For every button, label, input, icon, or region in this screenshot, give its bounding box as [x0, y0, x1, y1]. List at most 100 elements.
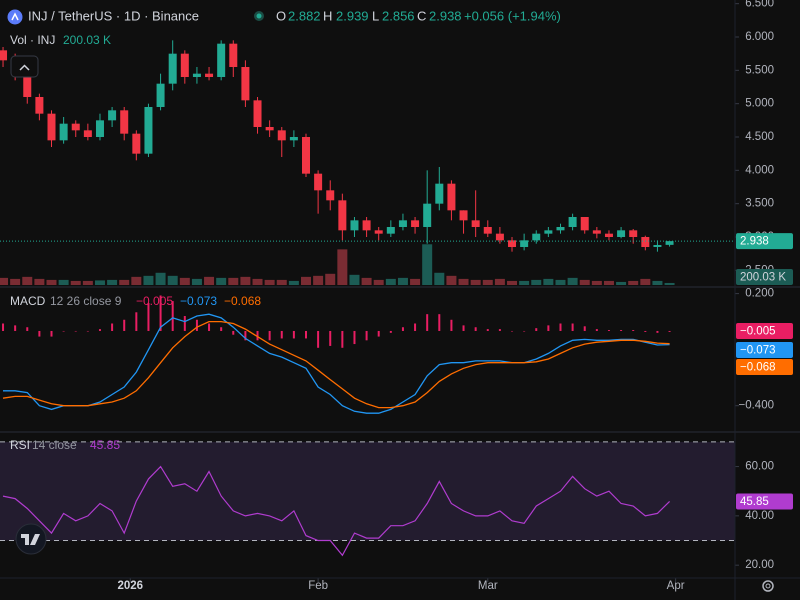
candle-body	[604, 233, 613, 237]
y-tick-label: 20.00	[745, 559, 774, 571]
volume-bar	[482, 279, 493, 285]
macd-histogram-bar	[123, 319, 126, 331]
symbol-title[interactable]: INJ / TetherUS · 1D · Binance	[28, 8, 199, 23]
axis-labels: 6.5006.0005.5005.0004.5004.0003.5003.000…	[117, 0, 793, 592]
macd-histogram-bar	[474, 327, 477, 331]
macd-histogram-bar	[62, 330, 65, 332]
macd-value-badge-label: −0.005	[740, 326, 776, 338]
volume-bar	[385, 278, 396, 285]
y-tick-label: 5.000	[745, 98, 774, 110]
volume-bar	[94, 280, 105, 285]
tradingview-logo[interactable]	[15, 523, 47, 555]
ohlc-label: L	[372, 8, 379, 23]
market-status-dot	[256, 13, 262, 19]
candle-body	[47, 113, 56, 141]
volume-bar	[494, 278, 505, 285]
volume-bar	[191, 278, 202, 285]
settings-button[interactable]	[762, 580, 774, 592]
candle-body	[241, 67, 250, 101]
candle-body	[265, 127, 274, 131]
volume-bar	[167, 275, 178, 285]
candle-body	[495, 233, 504, 241]
y-tick-label: 60.00	[745, 461, 774, 473]
volume-bar	[531, 279, 542, 285]
rsi-title[interactable]: RSI	[10, 438, 30, 452]
candle-body	[35, 97, 44, 114]
volume-bar	[10, 278, 21, 285]
volume-bar	[664, 282, 675, 285]
volume-bar	[446, 275, 457, 285]
volume-bar	[143, 275, 154, 285]
macd-histogram-bar	[244, 330, 247, 341]
y-tick-label: 3.500	[745, 198, 774, 210]
rsi-params: 14 close	[32, 438, 77, 452]
macd-histogram-bar	[583, 326, 586, 331]
last-price-badge-label: 2.938	[740, 236, 769, 248]
volume-bar	[34, 278, 45, 285]
macd-value-badge	[736, 342, 793, 358]
candle-body	[617, 230, 626, 237]
volume-bar	[434, 272, 445, 285]
high-value: 2.939	[336, 8, 369, 23]
macd-histogram-bar	[511, 330, 514, 332]
candle-body	[277, 130, 286, 141]
volume-bar	[652, 280, 663, 285]
candle-body	[641, 237, 650, 247]
volume-bar	[361, 277, 372, 285]
volume-bar	[0, 277, 9, 285]
candle-body	[350, 220, 359, 231]
macd-histogram-bar	[438, 314, 441, 331]
volume-bar	[397, 277, 408, 285]
y-tick-label: 4.000	[745, 164, 774, 176]
ohlc-label: C	[417, 8, 426, 23]
candle-body	[374, 230, 383, 234]
macd-histogram-bar	[268, 330, 271, 341]
macd-histogram-bar	[595, 329, 598, 331]
macd-histogram-bar	[171, 301, 174, 331]
volume-bar	[131, 276, 142, 285]
candle-body	[362, 220, 371, 231]
macd-histogram-bar	[644, 330, 647, 332]
macd-histogram-bar	[329, 330, 332, 346]
y-tick-label: 4.500	[745, 131, 774, 143]
collapse-icon	[19, 64, 30, 71]
candle-body	[580, 217, 589, 231]
macd-histogram-bar	[220, 327, 223, 331]
macd-histogram-bar	[74, 330, 77, 332]
close-value: 2.938	[429, 8, 462, 23]
volume-bar	[603, 280, 614, 285]
volume-title[interactable]: Vol · INJ	[10, 33, 55, 47]
candle-body	[435, 183, 444, 204]
macd-histogram-bar	[2, 323, 5, 331]
macd-title[interactable]: MACD	[10, 294, 46, 308]
macd-histogram-bar	[86, 330, 89, 332]
volume-bar	[264, 279, 275, 285]
volume-bar	[58, 279, 69, 285]
macd-histogram-bar	[656, 330, 659, 333]
candle-body	[120, 110, 129, 134]
volume-bar	[107, 279, 118, 285]
candle-body	[447, 183, 456, 211]
volume-bar	[82, 280, 93, 285]
volume-bar	[628, 280, 639, 285]
y-tick-label: 6.000	[745, 31, 774, 43]
candle-body	[398, 220, 407, 227]
candle-body	[0, 50, 8, 61]
macd-histogram-bar	[462, 325, 465, 331]
candle-body	[386, 227, 395, 234]
volume-bar	[410, 278, 421, 285]
rsi-band	[0, 441, 735, 541]
last-price-badge	[736, 233, 793, 250]
macd-value-badge	[736, 323, 793, 339]
macd-histogram-bar	[389, 330, 392, 333]
open-value: 2.882	[288, 8, 321, 23]
candle-body	[568, 217, 577, 227]
x-tick-label: Feb	[308, 580, 328, 592]
candle-body	[471, 220, 480, 227]
macd-histogram-bar	[111, 323, 114, 331]
macd-histogram-bar	[195, 319, 198, 331]
candle-body	[508, 240, 517, 247]
symbol-icon-glyph	[11, 12, 19, 21]
candle-body	[59, 123, 68, 141]
